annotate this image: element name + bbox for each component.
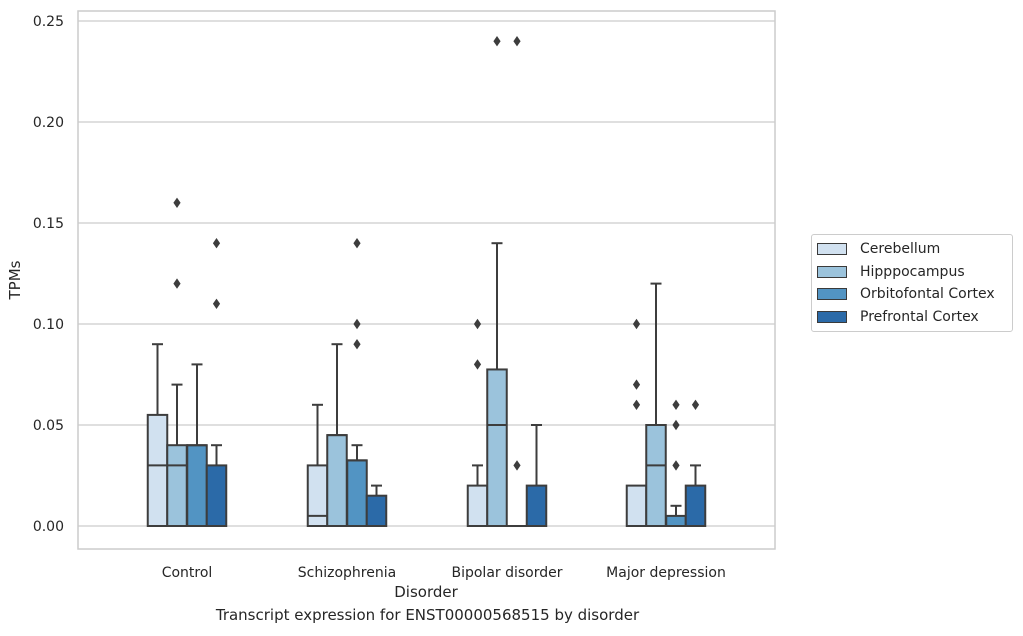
y-tick-label: 0.10	[33, 317, 64, 333]
outlier-point	[632, 379, 641, 390]
legend-swatch	[817, 265, 847, 278]
box-body	[525, 484, 548, 528]
legend-swatch	[817, 288, 847, 301]
box-prefrontal-cortex	[684, 399, 707, 528]
outlier-point	[632, 318, 641, 330]
box-body	[684, 484, 707, 528]
legend-item: Hipppocampus	[812, 261, 1012, 284]
x-axis-label: Disorder	[394, 583, 458, 601]
outlier-point	[672, 419, 680, 431]
box-body	[186, 444, 208, 528]
box-body	[205, 464, 228, 527]
box-body	[146, 413, 169, 527]
box-body	[346, 459, 368, 528]
chart-caption: Transcript expression for ENST0000056851…	[215, 606, 640, 624]
outlier-point	[212, 298, 221, 309]
x-tick-label: Major depression	[606, 565, 726, 581]
outlier-point	[353, 339, 361, 350]
outlier-point	[473, 318, 482, 330]
box-body	[486, 368, 508, 528]
outlier-point	[493, 36, 501, 47]
box-body	[665, 514, 687, 528]
legend-swatch	[817, 243, 847, 256]
outlier-point	[672, 399, 680, 410]
box-body	[306, 464, 329, 527]
outlier-point	[353, 318, 361, 330]
y-tick-label: 0.05	[33, 418, 64, 434]
box-body	[166, 444, 188, 528]
box-hipppocampus	[645, 282, 667, 527]
y-tick-label: 0.20	[33, 115, 64, 131]
outlier-point	[173, 197, 181, 208]
box-hipppocampus	[166, 197, 188, 528]
x-tick-label: Control	[162, 565, 213, 581]
x-tick-label: Bipolar disorder	[451, 565, 562, 581]
y-tick-label: 0.25	[33, 14, 64, 30]
x-tick-label: Schizophrenia	[298, 565, 396, 581]
y-tick-label: 0.15	[33, 216, 64, 232]
legend-item: Orbitofontal Cortex	[812, 283, 1012, 306]
outlier-point	[173, 278, 181, 289]
outlier-point	[513, 460, 521, 471]
legend-label: Cerebellum	[860, 241, 941, 258]
box-hipppocampus	[326, 343, 348, 528]
legend-item: Prefrontal Cortex	[812, 306, 1012, 329]
legend-item: Cerebellum	[812, 238, 1012, 261]
outlier-point	[473, 359, 482, 370]
box-body	[365, 494, 388, 528]
box-body	[645, 424, 667, 527]
outlier-point	[672, 460, 680, 471]
box-body	[326, 434, 348, 528]
box-cerebellum	[466, 318, 489, 528]
outlier-point	[513, 36, 521, 47]
box-prefrontal-cortex	[205, 238, 228, 527]
box-body	[625, 484, 648, 528]
legend: Cerebellum Hipppocampus Orbitofontal Corte…	[811, 234, 1013, 332]
outlier-point	[691, 399, 700, 410]
box-prefrontal-cortex	[525, 424, 548, 528]
legend-label: Prefrontal Cortex	[860, 308, 979, 325]
outlier-point	[353, 238, 361, 249]
box-hipppocampus	[486, 36, 508, 528]
box-prefrontal-cortex	[365, 484, 388, 528]
outlier-point	[632, 399, 641, 410]
outlier-point	[212, 238, 221, 249]
y-axis-ticks: 0.00 0.05 0.10 0.15 0.20 0.25	[33, 14, 64, 535]
box-series	[146, 36, 707, 528]
y-tick-label: 0.00	[33, 519, 64, 535]
legend-label: Hipppocampus	[860, 263, 965, 280]
legend-swatch	[817, 310, 847, 323]
x-axis-ticks: Control Schizophrenia Bipolar disorder Majo…	[162, 565, 726, 581]
legend-label: Orbitofontal Cortex	[860, 286, 995, 303]
box-orbitofontal-cortex	[346, 238, 368, 528]
y-axis-label: TPMs	[6, 260, 24, 300]
box-body	[466, 484, 489, 528]
